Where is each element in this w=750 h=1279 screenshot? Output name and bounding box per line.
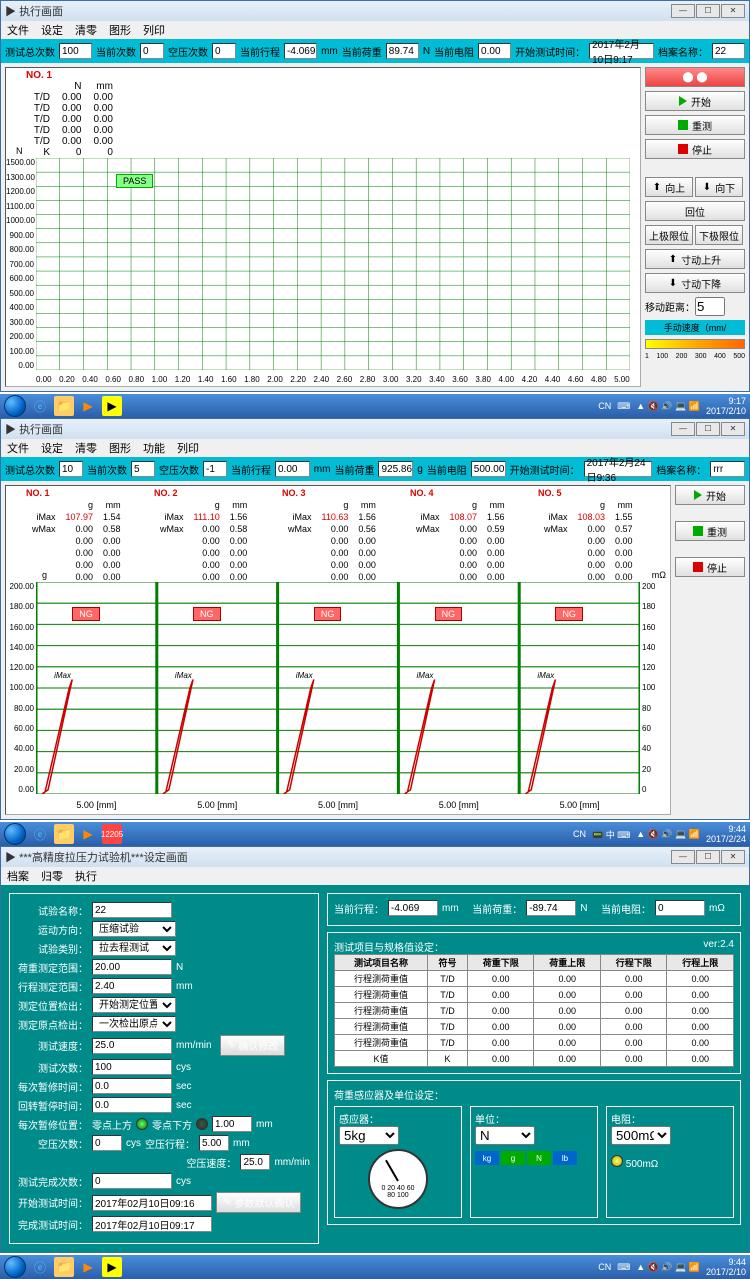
- window-1: ▶ 执行画面 —☐✕ 文件 设定 清零 图形 列印 测试总次数 100 当前次数…: [0, 0, 750, 392]
- lbl-res: 当前电阻: [434, 44, 474, 59]
- stop-button-2[interactable]: 停止: [675, 557, 745, 577]
- type-select[interactable]: 拉去程测试: [92, 940, 176, 956]
- val-load: 89.74: [386, 43, 419, 59]
- settings-left: 试验名称： 运动方向：压缩试验 试验类别：拉去程测试 荷重测定范围：N 行程测定…: [9, 893, 319, 1244]
- lbl-total: 测试总次数: [5, 44, 55, 59]
- window-2: ▶ 执行画面 —☐✕ 文件 设定 清零 图形 功能 列印 测试总次数10 当前次…: [0, 418, 750, 820]
- chart-data-table: NO. 1 Nmm T/D0.000.00 T/D0.000.00 T/D0.0…: [26, 70, 119, 158]
- jogdown-button[interactable]: ⬇ 寸动下降: [645, 273, 745, 293]
- ie-icon[interactable]: ⓔ: [30, 396, 50, 416]
- confirm-default-button[interactable]: ✎ 参数默认确认: [216, 1192, 301, 1213]
- retest-button-2[interactable]: 重测: [675, 521, 745, 541]
- start-orb[interactable]: [4, 395, 26, 417]
- uplimit-button[interactable]: 上极限位: [645, 225, 693, 245]
- confirm-mod-button[interactable]: ✎ 确认修改: [220, 1035, 285, 1056]
- res-select[interactable]: 500mΩ: [611, 1126, 671, 1145]
- max-btn[interactable]: ☐: [696, 4, 720, 18]
- menu-setup[interactable]: 设定: [41, 22, 63, 38]
- val-stroke: -4.069: [284, 43, 317, 59]
- downlimit-button[interactable]: 下极限位: [695, 225, 743, 245]
- val-total: 100: [59, 43, 92, 59]
- zero-down-led[interactable]: [196, 1118, 208, 1130]
- chart-grid: PASS: [36, 158, 630, 370]
- val-current: 0: [140, 43, 164, 59]
- lbl-starttime: 开始测试时间：: [515, 44, 585, 59]
- app-icon[interactable]: ▶: [102, 396, 122, 416]
- menu-file[interactable]: 文件: [7, 22, 29, 38]
- sensor-gauge: 0 20 40 6080 100: [368, 1149, 428, 1209]
- explorer-icon[interactable]: 📁: [54, 396, 74, 416]
- move-dist-input[interactable]: [695, 297, 725, 316]
- down-button[interactable]: ⬇ 向下: [695, 177, 743, 197]
- direction-select[interactable]: 压缩试验: [92, 921, 176, 937]
- val-starttime: 2017年2月10日9:17: [589, 43, 654, 59]
- x-axis: 0.000.200.400.600.801.001.201.401.601.80…: [36, 375, 630, 384]
- test-name-input[interactable]: [92, 902, 172, 918]
- titlebar-3: ▶ ***高精度拉压力试验机***设定画面 —☐✕: [1, 847, 749, 867]
- zero-up-led[interactable]: [136, 1118, 148, 1130]
- chart-2: NO. 1 gmm iMax107.971.54 wMax0.000.58 0.…: [5, 485, 671, 815]
- taskbar-1: ⓔ 📁 ▶ ▶ CN ⌨ ▲ 🔇 🔊 💻 📶 9:172017/2/10: [0, 394, 750, 418]
- lbl-empty: 空压次数: [168, 44, 208, 59]
- home-button[interactable]: 回位: [645, 201, 745, 221]
- close-btn[interactable]: ✕: [721, 4, 745, 18]
- titlebar-2: ▶ 执行画面 —☐✕: [1, 419, 749, 439]
- spec-table: 测试项目名称符号荷重下限荷重上限行程下限行程上限行程测荷重值T/D0.000.0…: [334, 954, 734, 1067]
- current-status-box: 当前行程：mm 当前荷重：N 当前电阻：mΩ: [327, 893, 741, 926]
- statusbar-1: 测试总次数 100 当前次数 0 空压次数 0 当前行程 -4.069 mm 当…: [1, 39, 749, 63]
- val-file: 22: [712, 43, 745, 59]
- jogup-button[interactable]: ⬆ 寸动上升: [645, 249, 745, 269]
- lbl-current: 当前次数: [96, 44, 136, 59]
- pass-badge: PASS: [116, 174, 153, 188]
- chart-1: NO. 1 Nmm T/D0.000.00 T/D0.000.00 T/D0.0…: [5, 67, 641, 387]
- chart-grid-2: NGiMaxNGiMaxNGiMaxNGiMaxNGiMax: [36, 582, 640, 794]
- menu-zero[interactable]: 清零: [75, 22, 97, 38]
- start-button-2[interactable]: 开始: [675, 485, 745, 505]
- retest-button[interactable]: 重测: [645, 115, 745, 135]
- stop-button[interactable]: 停止: [645, 139, 745, 159]
- sensor-select[interactable]: 5kg: [339, 1126, 399, 1145]
- lbl-file: 档案名称：: [658, 44, 708, 59]
- titlebar-1: ▶ 执行画面 —☐✕: [1, 1, 749, 21]
- statusbar-2: 测试总次数10 当前次数5 空压次数-1 当前行程0.00mm 当前荷重925.…: [1, 457, 749, 481]
- lbl-stroke: 当前行程: [240, 44, 280, 59]
- window-3: ▶ ***高精度拉压力试验机***设定画面 —☐✕ 档案 归零 执行 试验名称：…: [0, 846, 750, 1253]
- menu-print[interactable]: 列印: [143, 22, 165, 38]
- taskbar-2: ⓔ 📁 ▶ 12205 CN 📟 中 ⌨ ▲ 🔇 🔊 💻 📶 9:442017/…: [0, 822, 750, 846]
- window-title: 执行画面: [19, 6, 63, 18]
- side-controls-1: ⬤ ⬤ 开始 重测 停止 ⬆ 向上 ⬇ 向下 回位 上极限位 下极限位 ⬆ 寸动…: [645, 67, 745, 387]
- spec-table-box: 测试项目与规格值设定：ver:2.4 测试项目名称符号荷重下限荷重上限行程下限行…: [327, 932, 741, 1074]
- menu-graph[interactable]: 图形: [109, 22, 131, 38]
- lbl-load: 当前荷重: [342, 44, 382, 59]
- speed-slider[interactable]: [645, 339, 745, 349]
- start-button[interactable]: 开始: [645, 91, 745, 111]
- sensor-box: 荷重感应器及单位设定： 感应器： 5kg 0 20 40 6080 100 单位…: [327, 1080, 741, 1225]
- min-btn[interactable]: —: [671, 4, 695, 18]
- val-empty: 0: [212, 43, 236, 59]
- unit-select[interactable]: N: [475, 1126, 535, 1145]
- media-icon[interactable]: ▶: [78, 396, 98, 416]
- val-res: 0.00: [478, 43, 511, 59]
- y-axis: 1500.001300.001200.001100.001000.00900.0…: [6, 158, 34, 370]
- up-button[interactable]: ⬆ 向上: [645, 177, 693, 197]
- estop-button[interactable]: ⬤ ⬤: [645, 67, 745, 87]
- taskbar-3: ⓔ 📁 ▶ ▶ CN ⌨ ▲ 🔇 🔊 💻 📶 9:442017/2/10: [0, 1255, 750, 1279]
